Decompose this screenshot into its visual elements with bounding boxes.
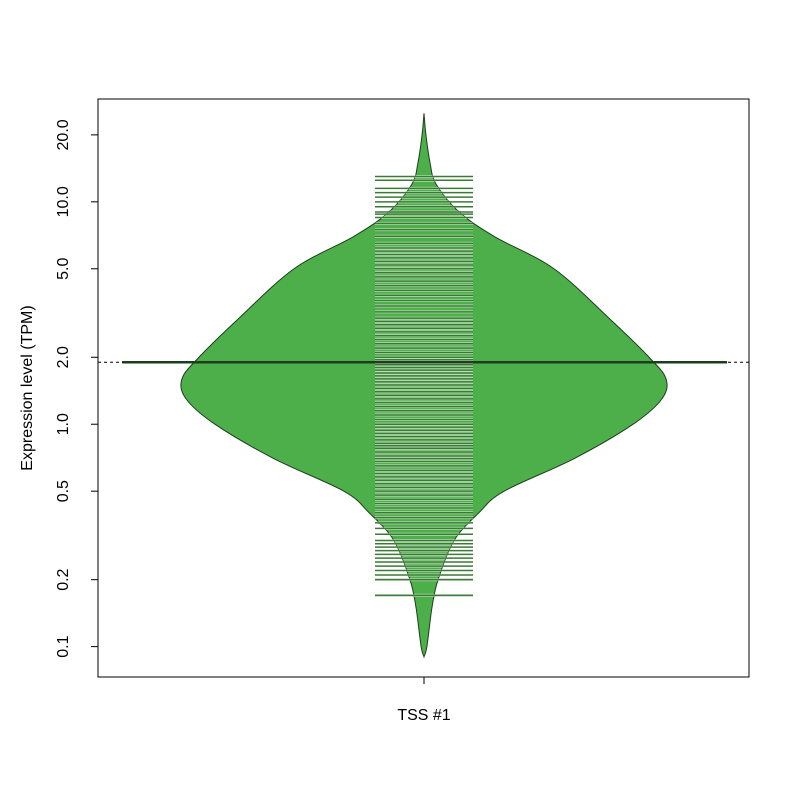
y-tick-label: 0.1 <box>55 635 72 657</box>
y-axis-label: Expression level (TPM) <box>19 305 36 470</box>
y-tick-label: 0.5 <box>55 480 72 502</box>
x-tick-label: TSS #1 <box>397 707 450 724</box>
y-tick-label: 2.0 <box>55 346 72 368</box>
y-tick-label: 10.0 <box>55 186 72 217</box>
y-tick-label: 1.0 <box>55 413 72 435</box>
y-tick-label: 5.0 <box>55 258 72 280</box>
y-tick-label: 0.2 <box>55 568 72 590</box>
y-tick-label: 20.0 <box>55 119 72 150</box>
